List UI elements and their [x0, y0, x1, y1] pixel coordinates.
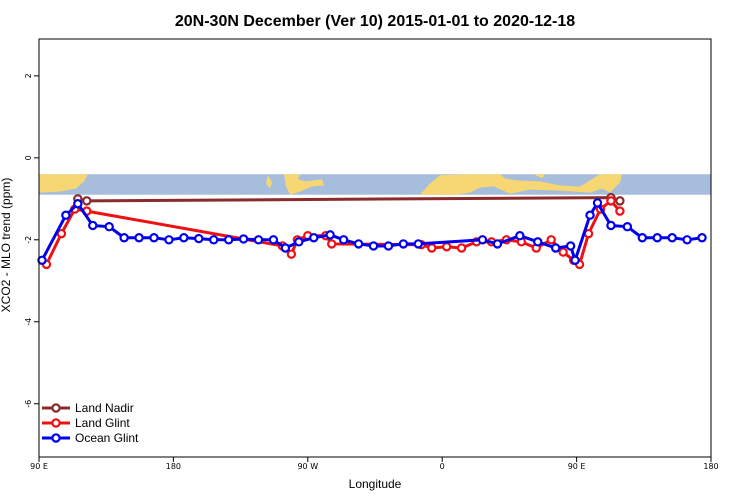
data-point-ocean-glint	[253, 235, 264, 245]
y-tick-label: -4	[24, 318, 33, 326]
data-point-ocean-glint	[238, 234, 249, 244]
data-point-land-glint	[456, 243, 467, 253]
data-point-ocean-glint	[606, 220, 616, 231]
legend-swatch-marker	[51, 418, 61, 428]
y-tick-label: 0	[24, 155, 33, 160]
x-tick-label: 180	[703, 462, 718, 471]
series-line-ocean-glint	[40, 201, 703, 262]
x-tick-label: 90 E	[30, 462, 48, 471]
data-point-land-glint	[546, 235, 556, 245]
x-tick-label: 90 E	[568, 462, 586, 471]
data-point-ocean-glint	[398, 239, 409, 249]
legend-item-land-nadir: Land Nadir	[42, 401, 134, 415]
data-point-ocean-glint	[119, 233, 129, 243]
data-point-ocean-glint	[268, 235, 279, 245]
data-point-land-glint	[615, 206, 625, 216]
data-point-land-glint	[427, 243, 437, 253]
data-point-ocean-glint	[550, 243, 561, 253]
data-point-ocean-glint	[570, 255, 580, 265]
y-tick-label: -2	[24, 236, 33, 244]
legend-label: Ocean Glint	[75, 431, 139, 445]
land-shape	[284, 174, 324, 195]
data-point-ocean-glint	[194, 233, 204, 244]
data-point-ocean-glint	[223, 235, 234, 245]
data-point-ocean-glint	[515, 231, 525, 241]
legend-swatch-marker	[51, 433, 61, 443]
series-ocean-glint	[37, 198, 707, 265]
series-land-nadir	[73, 192, 625, 206]
data-point-ocean-glint	[667, 233, 677, 243]
data-point-ocean-glint	[309, 233, 319, 243]
data-point-ocean-glint	[294, 237, 304, 247]
data-point-ocean-glint	[492, 239, 503, 249]
data-point-ocean-glint	[88, 220, 98, 231]
data-point-land-glint	[606, 196, 616, 206]
data-point-ocean-glint	[179, 233, 189, 243]
data-point-ocean-glint	[697, 233, 707, 243]
data-point-ocean-glint	[682, 235, 692, 245]
data-point-land-glint	[441, 242, 452, 252]
x-tick-label: 90 W	[297, 462, 318, 471]
data-point-ocean-glint	[61, 210, 71, 220]
data-point-ocean-glint	[338, 235, 349, 245]
map-band	[39, 174, 711, 195]
data-point-ocean-glint	[565, 241, 576, 251]
data-point-ocean-glint	[637, 233, 648, 243]
land-shape	[420, 174, 622, 195]
data-point-land-glint	[286, 249, 297, 259]
land-shape	[39, 174, 88, 193]
x-tick-label: 180	[166, 462, 181, 471]
data-point-ocean-glint	[622, 221, 633, 232]
x-axis-title: Longitude	[349, 477, 402, 491]
data-point-ocean-glint	[149, 233, 159, 243]
data-point-ocean-glint	[280, 243, 291, 253]
data-point-ocean-glint	[104, 221, 114, 232]
land-shape	[534, 174, 545, 179]
data-point-ocean-glint	[325, 230, 335, 240]
data-point-ocean-glint	[652, 233, 662, 243]
data-point-ocean-glint	[209, 235, 219, 245]
data-point-ocean-glint	[585, 210, 595, 220]
data-point-land-glint	[326, 239, 337, 249]
land-shape	[266, 175, 272, 189]
legend-swatch-marker	[51, 403, 61, 413]
legend-label: Land Glint	[75, 416, 130, 430]
y-tick-label: -6	[24, 400, 33, 408]
series-layer	[37, 192, 707, 270]
data-point-ocean-glint	[383, 241, 394, 251]
data-point-ocean-glint	[164, 235, 174, 245]
legend-item-land-glint: Land Glint	[42, 416, 130, 430]
x-axis: 90 E 180 90 W 0 90 E 180	[30, 457, 719, 471]
series-line-land-nadir	[77, 196, 621, 203]
data-point-ocean-glint	[73, 199, 83, 209]
data-point-ocean-glint	[413, 239, 424, 249]
y-axis: 2 0 -2 -4 -6	[24, 73, 39, 408]
data-point-land-nadir	[615, 196, 625, 206]
legend-label: Land Nadir	[75, 401, 134, 415]
data-point-ocean-glint	[592, 198, 603, 208]
legend-item-ocean-glint: Ocean Glint	[42, 431, 139, 445]
data-point-ocean-glint	[533, 237, 543, 247]
data-point-ocean-glint	[368, 241, 379, 251]
y-tick-label: 2	[24, 73, 33, 78]
chart-title: 20N-30N December (Ver 10) 2015-01-01 to …	[175, 13, 575, 30]
x-tick-label: 0	[440, 462, 445, 471]
data-point-ocean-glint	[477, 235, 488, 245]
y-axis-title: XCO2 - MLO trend (ppm)	[0, 178, 13, 313]
data-point-land-nadir	[82, 196, 92, 206]
map-land	[39, 174, 622, 195]
data-point-land-glint	[558, 247, 568, 257]
data-point-ocean-glint	[134, 233, 144, 243]
data-point-ocean-glint	[37, 255, 47, 265]
plot-frame	[38, 38, 712, 458]
data-point-ocean-glint	[353, 239, 364, 249]
